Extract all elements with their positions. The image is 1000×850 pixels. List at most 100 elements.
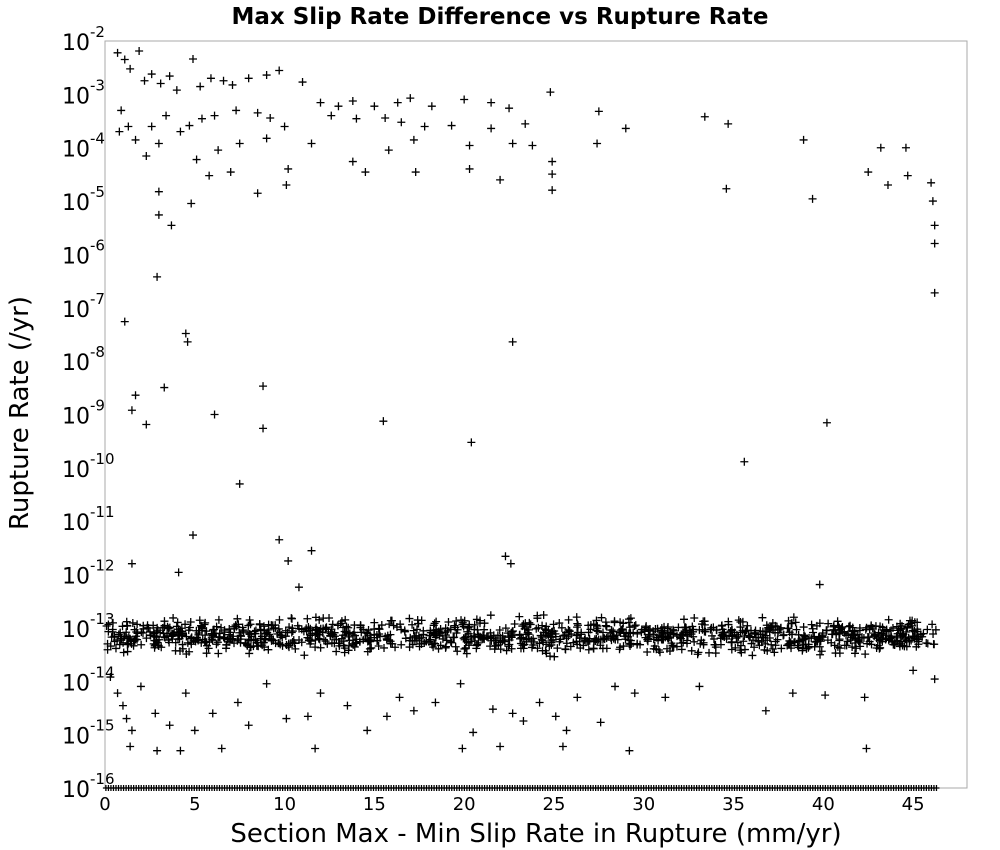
data-point — [133, 635, 142, 644]
data-point — [316, 643, 325, 652]
data-point — [202, 638, 211, 647]
data-point — [716, 634, 725, 643]
data-point — [382, 712, 391, 721]
data-point — [149, 621, 158, 630]
data-point — [437, 628, 446, 637]
data-point — [235, 479, 244, 488]
data-point — [771, 621, 780, 630]
data-point — [565, 627, 574, 636]
data-point — [463, 627, 472, 636]
data-point — [256, 625, 265, 634]
data-point — [564, 625, 573, 634]
data-point — [324, 627, 333, 636]
data-point — [363, 726, 372, 735]
data-point — [465, 164, 474, 173]
data-point — [584, 621, 593, 630]
data-point — [551, 632, 560, 641]
data-point — [306, 624, 315, 633]
data-point — [452, 628, 461, 637]
data-point — [739, 637, 748, 646]
data-point — [669, 630, 678, 639]
data-point — [447, 121, 456, 130]
data-point — [185, 121, 194, 130]
data-point — [798, 644, 807, 653]
data-point — [284, 164, 293, 173]
data-point — [251, 626, 260, 635]
data-point — [327, 111, 336, 120]
y-tick-base: 10 — [62, 725, 90, 750]
data-point — [258, 641, 267, 650]
y-tick-label: 10 -9 — [62, 397, 105, 430]
data-point — [700, 620, 709, 629]
data-point — [195, 616, 204, 625]
data-point — [898, 641, 907, 650]
data-point — [508, 709, 517, 718]
data-point — [453, 647, 462, 656]
data-point — [807, 620, 816, 629]
data-point — [430, 619, 439, 628]
data-point — [763, 646, 772, 655]
data-point — [852, 644, 861, 653]
data-point — [379, 417, 388, 426]
data-point — [344, 623, 353, 632]
data-point — [444, 617, 453, 626]
data-point — [156, 628, 165, 637]
data-point — [123, 647, 132, 656]
data-point — [412, 636, 421, 645]
data-point — [211, 629, 220, 638]
data-point — [533, 644, 542, 653]
data-point — [508, 627, 517, 636]
data-point — [834, 621, 843, 630]
data-point — [673, 632, 682, 641]
data-point — [572, 613, 581, 622]
data-point — [621, 124, 630, 133]
data-point — [222, 641, 231, 650]
data-point — [706, 625, 715, 634]
data-point — [246, 620, 255, 629]
y-tick-exponent: -10 — [90, 450, 115, 468]
data-point — [281, 626, 290, 635]
data-point — [596, 641, 605, 650]
data-point — [154, 139, 163, 148]
data-point — [122, 628, 131, 637]
data-point — [249, 642, 258, 651]
y-tick-label: 10 -11 — [62, 503, 115, 536]
data-point — [883, 181, 892, 190]
data-point — [300, 651, 309, 660]
data-point — [558, 742, 567, 751]
data-point — [815, 642, 824, 651]
x-tick-label: 10 — [273, 794, 296, 815]
data-point — [155, 635, 164, 644]
data-point — [818, 632, 827, 641]
data-point — [432, 617, 441, 626]
data-point — [711, 640, 720, 649]
data-point — [397, 118, 406, 127]
data-point — [724, 620, 733, 629]
data-point — [434, 644, 443, 653]
data-point — [903, 623, 912, 632]
y-tick-exponent: -2 — [90, 23, 105, 41]
data-point — [850, 649, 859, 658]
y-tick-base: 10 — [62, 565, 90, 590]
data-point — [181, 329, 190, 338]
data-point — [136, 682, 145, 691]
data-point — [547, 638, 556, 647]
data-point — [202, 649, 211, 658]
data-point — [233, 698, 242, 707]
data-point — [835, 636, 844, 645]
data-point — [732, 634, 741, 643]
data-point — [321, 637, 330, 646]
data-point — [740, 457, 749, 466]
data-point — [383, 631, 392, 640]
data-point — [518, 622, 527, 631]
data-point — [304, 626, 313, 635]
data-point — [824, 619, 833, 628]
data-point — [542, 626, 551, 635]
data-point — [553, 644, 562, 653]
y-tick-label: 10 -16 — [62, 770, 115, 803]
data-point — [359, 635, 368, 644]
data-point — [542, 649, 551, 658]
data-point — [705, 648, 714, 657]
data-point — [462, 637, 471, 646]
plot-area — [104, 40, 968, 789]
